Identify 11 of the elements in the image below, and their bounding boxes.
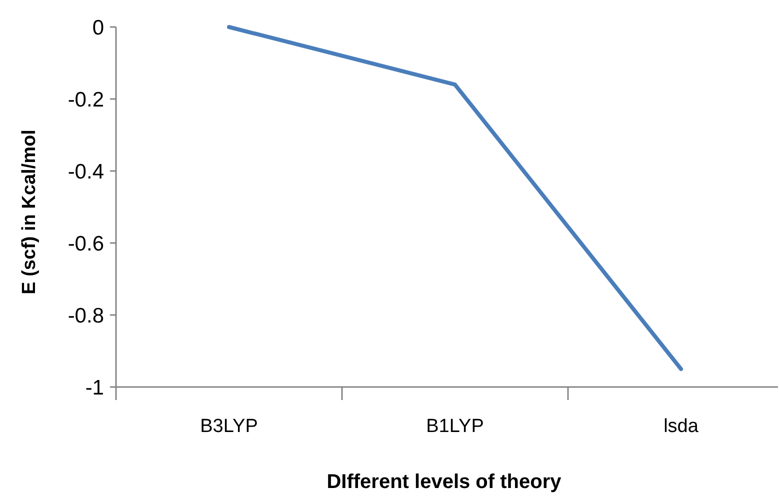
y-tick-label: -0.8 xyxy=(68,304,104,328)
x-axis-title: DIfferent levels of theory xyxy=(326,471,562,493)
y-tick-label: 0 xyxy=(92,16,104,40)
x-tick-label: B1LYP xyxy=(426,416,484,437)
y-tick-label: -0.6 xyxy=(68,232,104,256)
y-axis-title: E (scf) in Kcal/mol xyxy=(19,130,40,294)
y-tick-label: -0.2 xyxy=(68,88,104,112)
x-tick-label: B3LYP xyxy=(200,416,258,437)
y-tick-label: -0.4 xyxy=(68,160,104,184)
x-tick-label: lsda xyxy=(664,416,699,437)
y-tick-label: -1 xyxy=(85,376,104,400)
